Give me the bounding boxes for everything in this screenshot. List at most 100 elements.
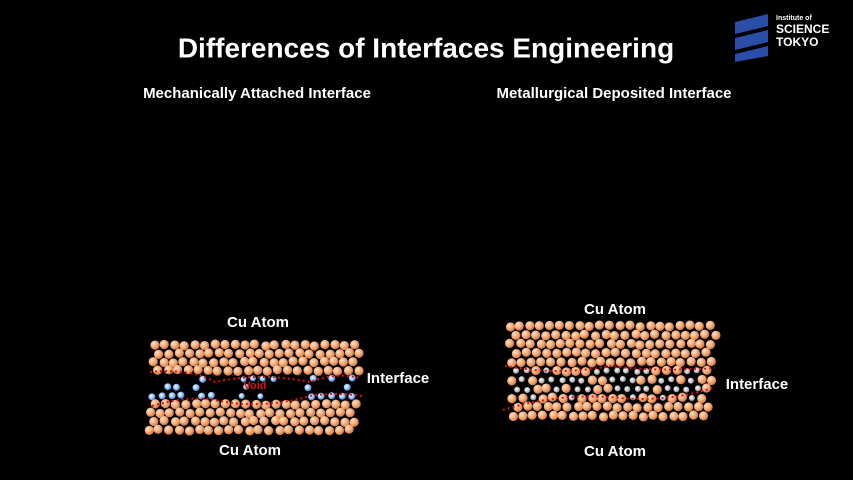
cu-atom [685, 320, 695, 330]
logo-text: SCIENCE [776, 22, 829, 36]
cu-atom [271, 399, 281, 409]
interface-line [151, 393, 363, 407]
cu-atom [212, 366, 222, 376]
cu-atom [323, 365, 333, 375]
cu-atom [632, 403, 642, 413]
cu-atom [655, 339, 665, 349]
cu-atom [330, 417, 340, 427]
cu-atom [235, 349, 245, 359]
cu-atom [544, 320, 555, 331]
cu-atom [605, 357, 615, 368]
cu-atom [592, 401, 602, 411]
interface-atom [343, 383, 351, 391]
cu-atom [608, 410, 618, 420]
cu-atom [574, 401, 584, 412]
cu-atom [598, 412, 609, 422]
cu-atom [219, 416, 229, 426]
cu-atom [669, 411, 679, 421]
cu-atom [652, 385, 662, 395]
cu-atom [245, 348, 255, 358]
cu-atom [626, 338, 636, 349]
cu-atom [198, 358, 208, 368]
cu-atom [511, 348, 522, 359]
cu-atom [214, 348, 224, 358]
cu-atom [264, 426, 274, 436]
cu-atom [325, 349, 335, 359]
cu-atom [597, 393, 607, 404]
cu-atom [150, 340, 160, 350]
interface-atom [308, 393, 316, 401]
panel-heading: Metallurgical Deposited Interface [496, 85, 731, 102]
cu-atom [220, 339, 230, 350]
interface-atom [694, 385, 701, 392]
cu-atom [618, 411, 628, 421]
logo-mark [735, 14, 768, 62]
interface-atom [538, 377, 545, 384]
cu-atom [582, 401, 592, 411]
cu-atom [236, 408, 246, 419]
cu-atom [656, 357, 667, 367]
cu-atom [299, 416, 309, 426]
cu-atom [193, 365, 203, 375]
cu-atom [159, 357, 169, 368]
cu-atom [223, 366, 233, 376]
interface-label: Interface [726, 376, 789, 393]
cu-atom [203, 425, 213, 435]
cu-atom [641, 348, 651, 358]
cu-atom [265, 408, 275, 418]
interface-atom [518, 376, 525, 383]
cu-atom [351, 399, 361, 409]
logo: Institute of SCIENCE TOKYO [735, 14, 829, 62]
cu-atom [635, 340, 645, 350]
cu-atom [625, 320, 635, 330]
cu-atom [253, 425, 263, 435]
cu-atom [210, 339, 220, 349]
cu-atom [696, 357, 706, 367]
cu-atom [628, 410, 638, 420]
interface-atom [569, 376, 576, 383]
cu-atom [531, 330, 541, 340]
cu-atom [354, 348, 364, 358]
cu-atom [676, 375, 686, 385]
cu-atom [178, 357, 188, 367]
cu-atom [546, 339, 556, 350]
cu-atom [552, 348, 562, 358]
cu-atom [703, 402, 713, 412]
cu-atom [226, 408, 236, 418]
cu-atom [571, 331, 581, 341]
cu-atom [300, 339, 310, 350]
cu-atom [612, 403, 622, 413]
cu-atom [189, 357, 199, 367]
cu-atom [153, 424, 163, 434]
cu-atom [199, 340, 210, 351]
interface-atom [629, 377, 636, 384]
cu-atom [594, 320, 604, 330]
cu-atom [205, 408, 215, 418]
interface-line [504, 364, 716, 372]
cu-atom [676, 339, 686, 349]
cu-atom [164, 425, 174, 435]
cu-atom [185, 348, 195, 358]
cu-atom [631, 329, 641, 339]
cu-atom [693, 402, 704, 412]
interface-atom [593, 368, 600, 375]
cu-atom [513, 402, 523, 413]
cu-atom [282, 365, 293, 375]
cu-atom [531, 347, 541, 358]
cu-atom [298, 356, 308, 366]
cu-atom [626, 358, 636, 368]
cu-atom [274, 348, 284, 358]
cu-atom [239, 356, 250, 367]
cu-atom [640, 330, 650, 341]
cu-atom [195, 424, 205, 435]
cu-atom [170, 417, 181, 427]
cu-atom [595, 338, 605, 349]
cu-atom [680, 349, 690, 359]
cu-atom [590, 349, 601, 359]
interface-atom [309, 374, 317, 382]
cu-atom [518, 393, 528, 403]
cu-atom [253, 365, 263, 375]
interface-atom [514, 386, 521, 393]
